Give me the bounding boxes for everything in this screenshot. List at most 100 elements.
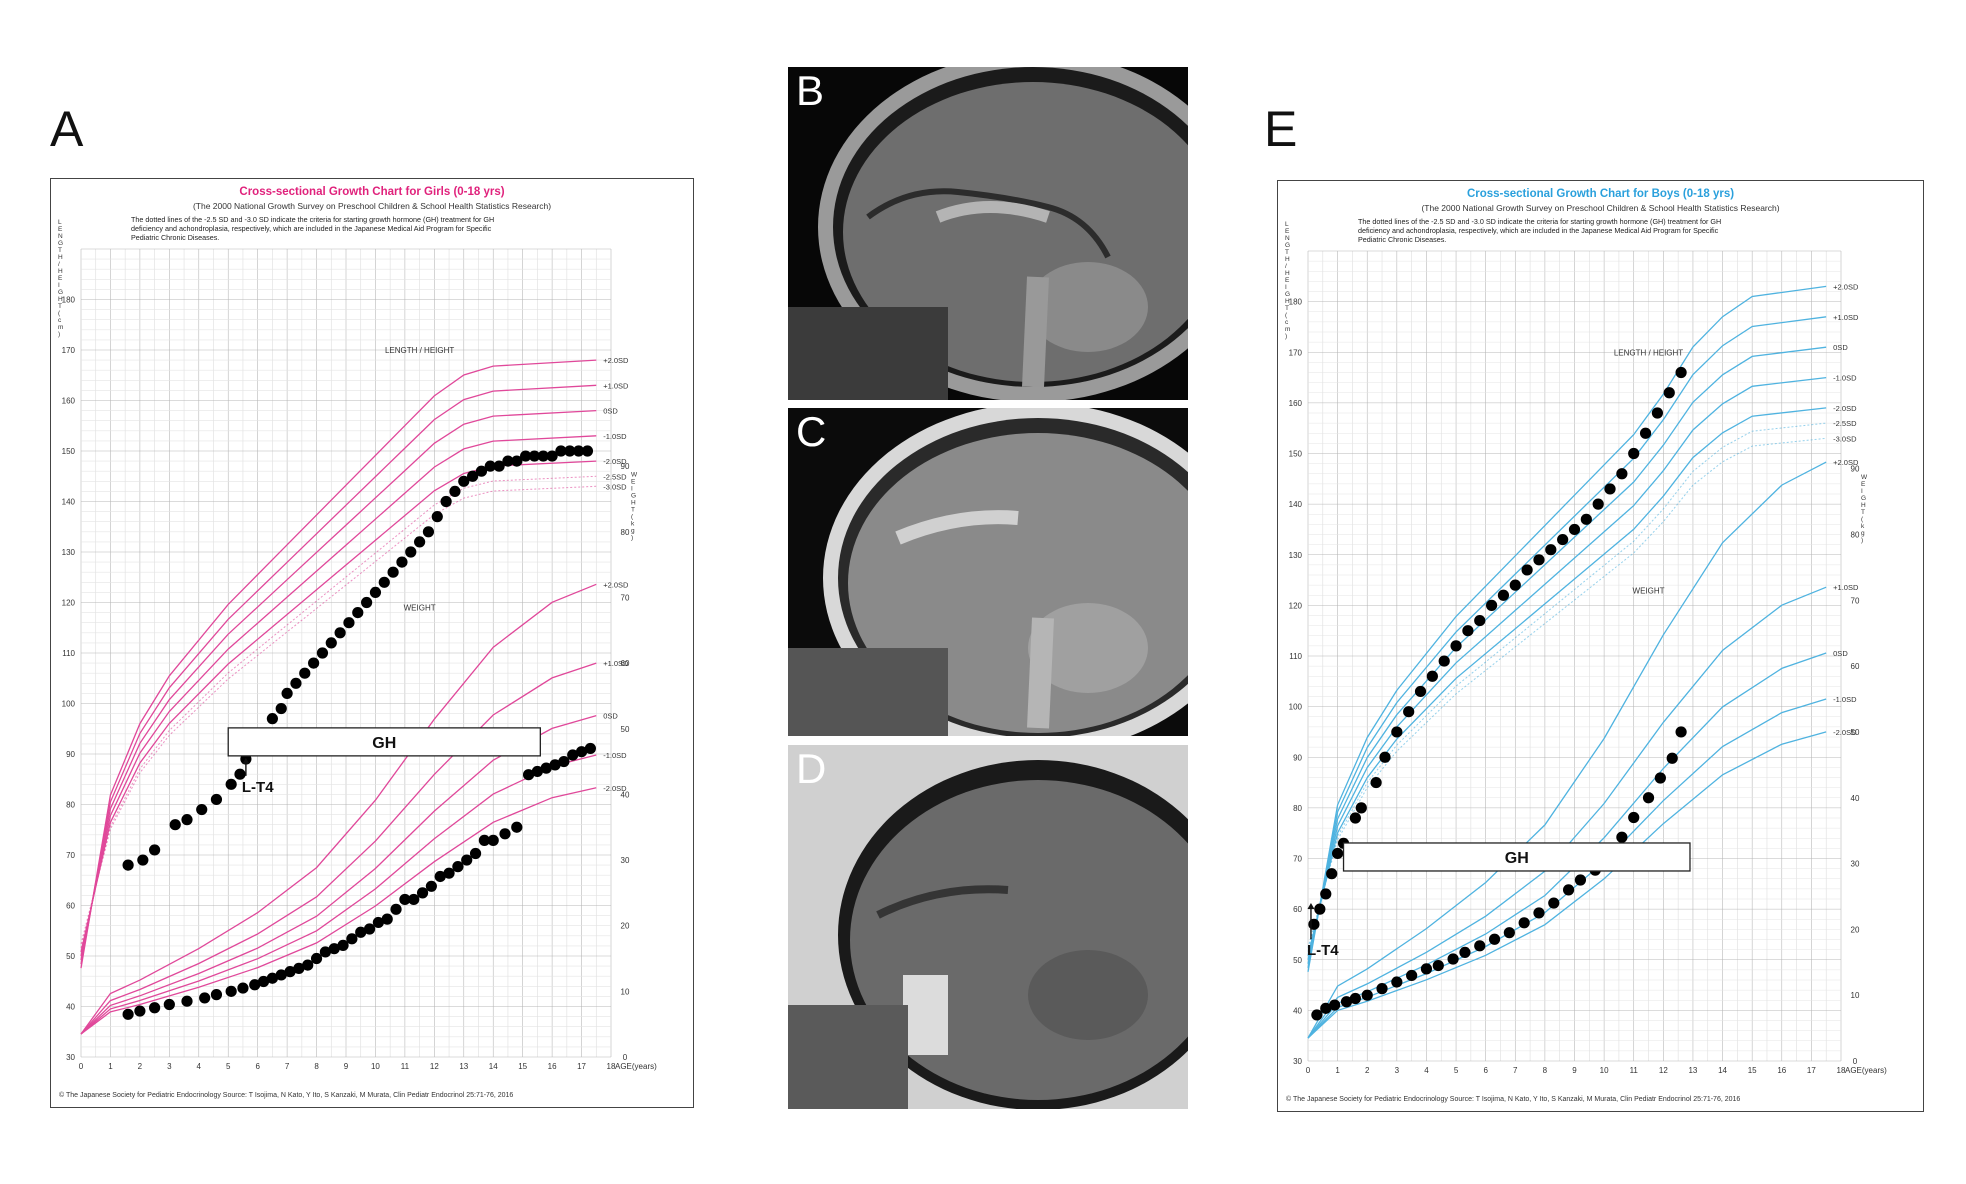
weight-tick-label: 0 — [623, 1053, 628, 1062]
y-axis-label-char: g — [1861, 530, 1865, 537]
weight-data-point — [310, 952, 323, 965]
height-sd-curve — [80, 475, 597, 949]
height-data-point — [1326, 868, 1338, 880]
y-axis-label-char: H — [58, 268, 63, 275]
y-axis-label-char: / — [1285, 263, 1287, 270]
height-tick-label: 40 — [66, 1003, 75, 1012]
height-sd-curve — [1307, 316, 1827, 969]
height-sd-curve — [1307, 376, 1827, 960]
weight-tick-label: 40 — [1851, 794, 1860, 803]
weight-sd-curve — [80, 583, 597, 1035]
weight-tick-label: 10 — [1851, 991, 1860, 1000]
height-data-point — [1426, 670, 1438, 682]
x-tick-label: 3 — [167, 1062, 172, 1071]
weight-data-point — [163, 998, 175, 1011]
y-axis-label-char: L — [58, 219, 62, 226]
weight-data-point — [511, 821, 523, 833]
height-data-point — [266, 713, 278, 725]
height-sd-curve — [1307, 407, 1827, 956]
weight-data-point — [478, 834, 490, 846]
panel-letter-c: C — [796, 408, 827, 455]
height-data-point — [396, 556, 408, 568]
y-axis-label-char: T — [58, 247, 62, 254]
y-axis-label-char: T — [1861, 509, 1865, 516]
height-data-point — [528, 450, 541, 462]
weight-section-label: WEIGHT — [1633, 587, 1665, 596]
weight-tick-label: 50 — [1851, 728, 1860, 737]
weight-tick-label: 70 — [1851, 596, 1860, 605]
y-axis-label-char: G — [58, 289, 63, 296]
height-data-point — [484, 460, 496, 472]
x-tick-label: 3 — [1395, 1066, 1400, 1075]
mri-sagittal-contrast-image — [788, 745, 1188, 1109]
y-axis-label-char: H — [1861, 502, 1866, 509]
height-data-point — [546, 450, 558, 462]
y-axis-label-char: g — [631, 527, 635, 534]
weight-sd-label: +1.0SD — [1833, 583, 1859, 592]
height-data-point — [1370, 776, 1382, 789]
weight-data-point — [302, 959, 314, 971]
y-axis-label-char: k — [1861, 523, 1865, 530]
weight-data-point — [372, 916, 384, 929]
weight-tick-label: 90 — [621, 462, 630, 471]
height-data-point — [1308, 918, 1320, 930]
height-sd-label: -2.5SD — [603, 472, 627, 481]
height-tick-label: 170 — [62, 346, 76, 355]
weight-data-point — [1666, 752, 1678, 764]
weight-sd-curve — [1307, 731, 1827, 1039]
y-axis-label-char: k — [631, 520, 635, 527]
x-tick-label: 8 — [1543, 1066, 1548, 1075]
y-axis-label-char: G — [1861, 495, 1866, 502]
height-data-point — [387, 566, 399, 578]
height-data-point — [196, 803, 208, 816]
weight-data-point — [443, 867, 455, 879]
weight-tick-label: 90 — [1851, 465, 1860, 474]
y-axis-label-right: W E I G H T(k g) — [631, 471, 638, 541]
x-tick-label: 18 — [1837, 1066, 1846, 1075]
x-tick-label: 6 — [1483, 1066, 1488, 1075]
y-axis-label-char: E — [631, 478, 636, 485]
weight-tick-label: 60 — [1851, 662, 1860, 671]
height-data-point — [1379, 751, 1391, 763]
height-data-point — [149, 844, 161, 856]
x-tick-label: 2 — [138, 1062, 143, 1071]
weight-sd-label: +1.0SD — [603, 659, 629, 668]
height-sd-label: 0SD — [1833, 343, 1848, 352]
height-data-point — [564, 445, 576, 457]
x-tick-label: 4 — [1424, 1066, 1429, 1075]
height-data-point — [343, 617, 355, 629]
weight-data-point — [1488, 933, 1501, 945]
height-data-point — [1592, 498, 1604, 510]
height-tick-label: 110 — [62, 649, 75, 658]
x-tick-label: 12 — [430, 1062, 439, 1071]
chart-footer: © The Japanese Society for Pediatric End… — [1286, 1095, 1740, 1103]
x-tick-label: 17 — [1807, 1066, 1816, 1075]
height-tick-label: 140 — [1289, 500, 1303, 509]
y-axis-label-char: E — [1285, 277, 1290, 284]
mri-sagittal-t2-image — [788, 408, 1188, 736]
height-section-label: LENGTH / HEIGHT — [385, 346, 454, 355]
height-sd-label: +1.0SD — [1833, 313, 1859, 322]
weight-data-point — [337, 939, 349, 951]
weight-tick-label: 20 — [621, 922, 630, 931]
y-axis-label-char: T — [1285, 305, 1289, 312]
boys-chart-svg: Cross-sectional Growth Chart for Boys (0… — [1285, 188, 1887, 1103]
height-data-point — [1639, 427, 1652, 439]
weight-data-point — [567, 749, 579, 761]
height-tick-label: 130 — [1289, 551, 1303, 560]
height-tick-label: 30 — [1293, 1057, 1302, 1066]
height-data-point — [234, 768, 246, 780]
y-axis-label-char: ) — [58, 331, 60, 338]
y-axis-label-char: G — [58, 240, 63, 247]
height-data-point — [537, 450, 549, 462]
y-axis-label-char: ) — [631, 534, 633, 541]
height-tick-label: 50 — [1293, 956, 1302, 965]
height-data-point — [1403, 706, 1415, 718]
height-tick-label: 90 — [66, 750, 75, 759]
height-data-point — [122, 859, 134, 871]
chart-note-line: Pediatric Chronic Diseases. — [1358, 235, 1446, 244]
weight-sd-label: 0SD — [603, 712, 618, 721]
height-sd-curve — [80, 359, 597, 969]
height-tick-label: 120 — [1289, 601, 1303, 610]
chart-title: Cross-sectional Growth Chart for Boys (0… — [1467, 188, 1734, 200]
